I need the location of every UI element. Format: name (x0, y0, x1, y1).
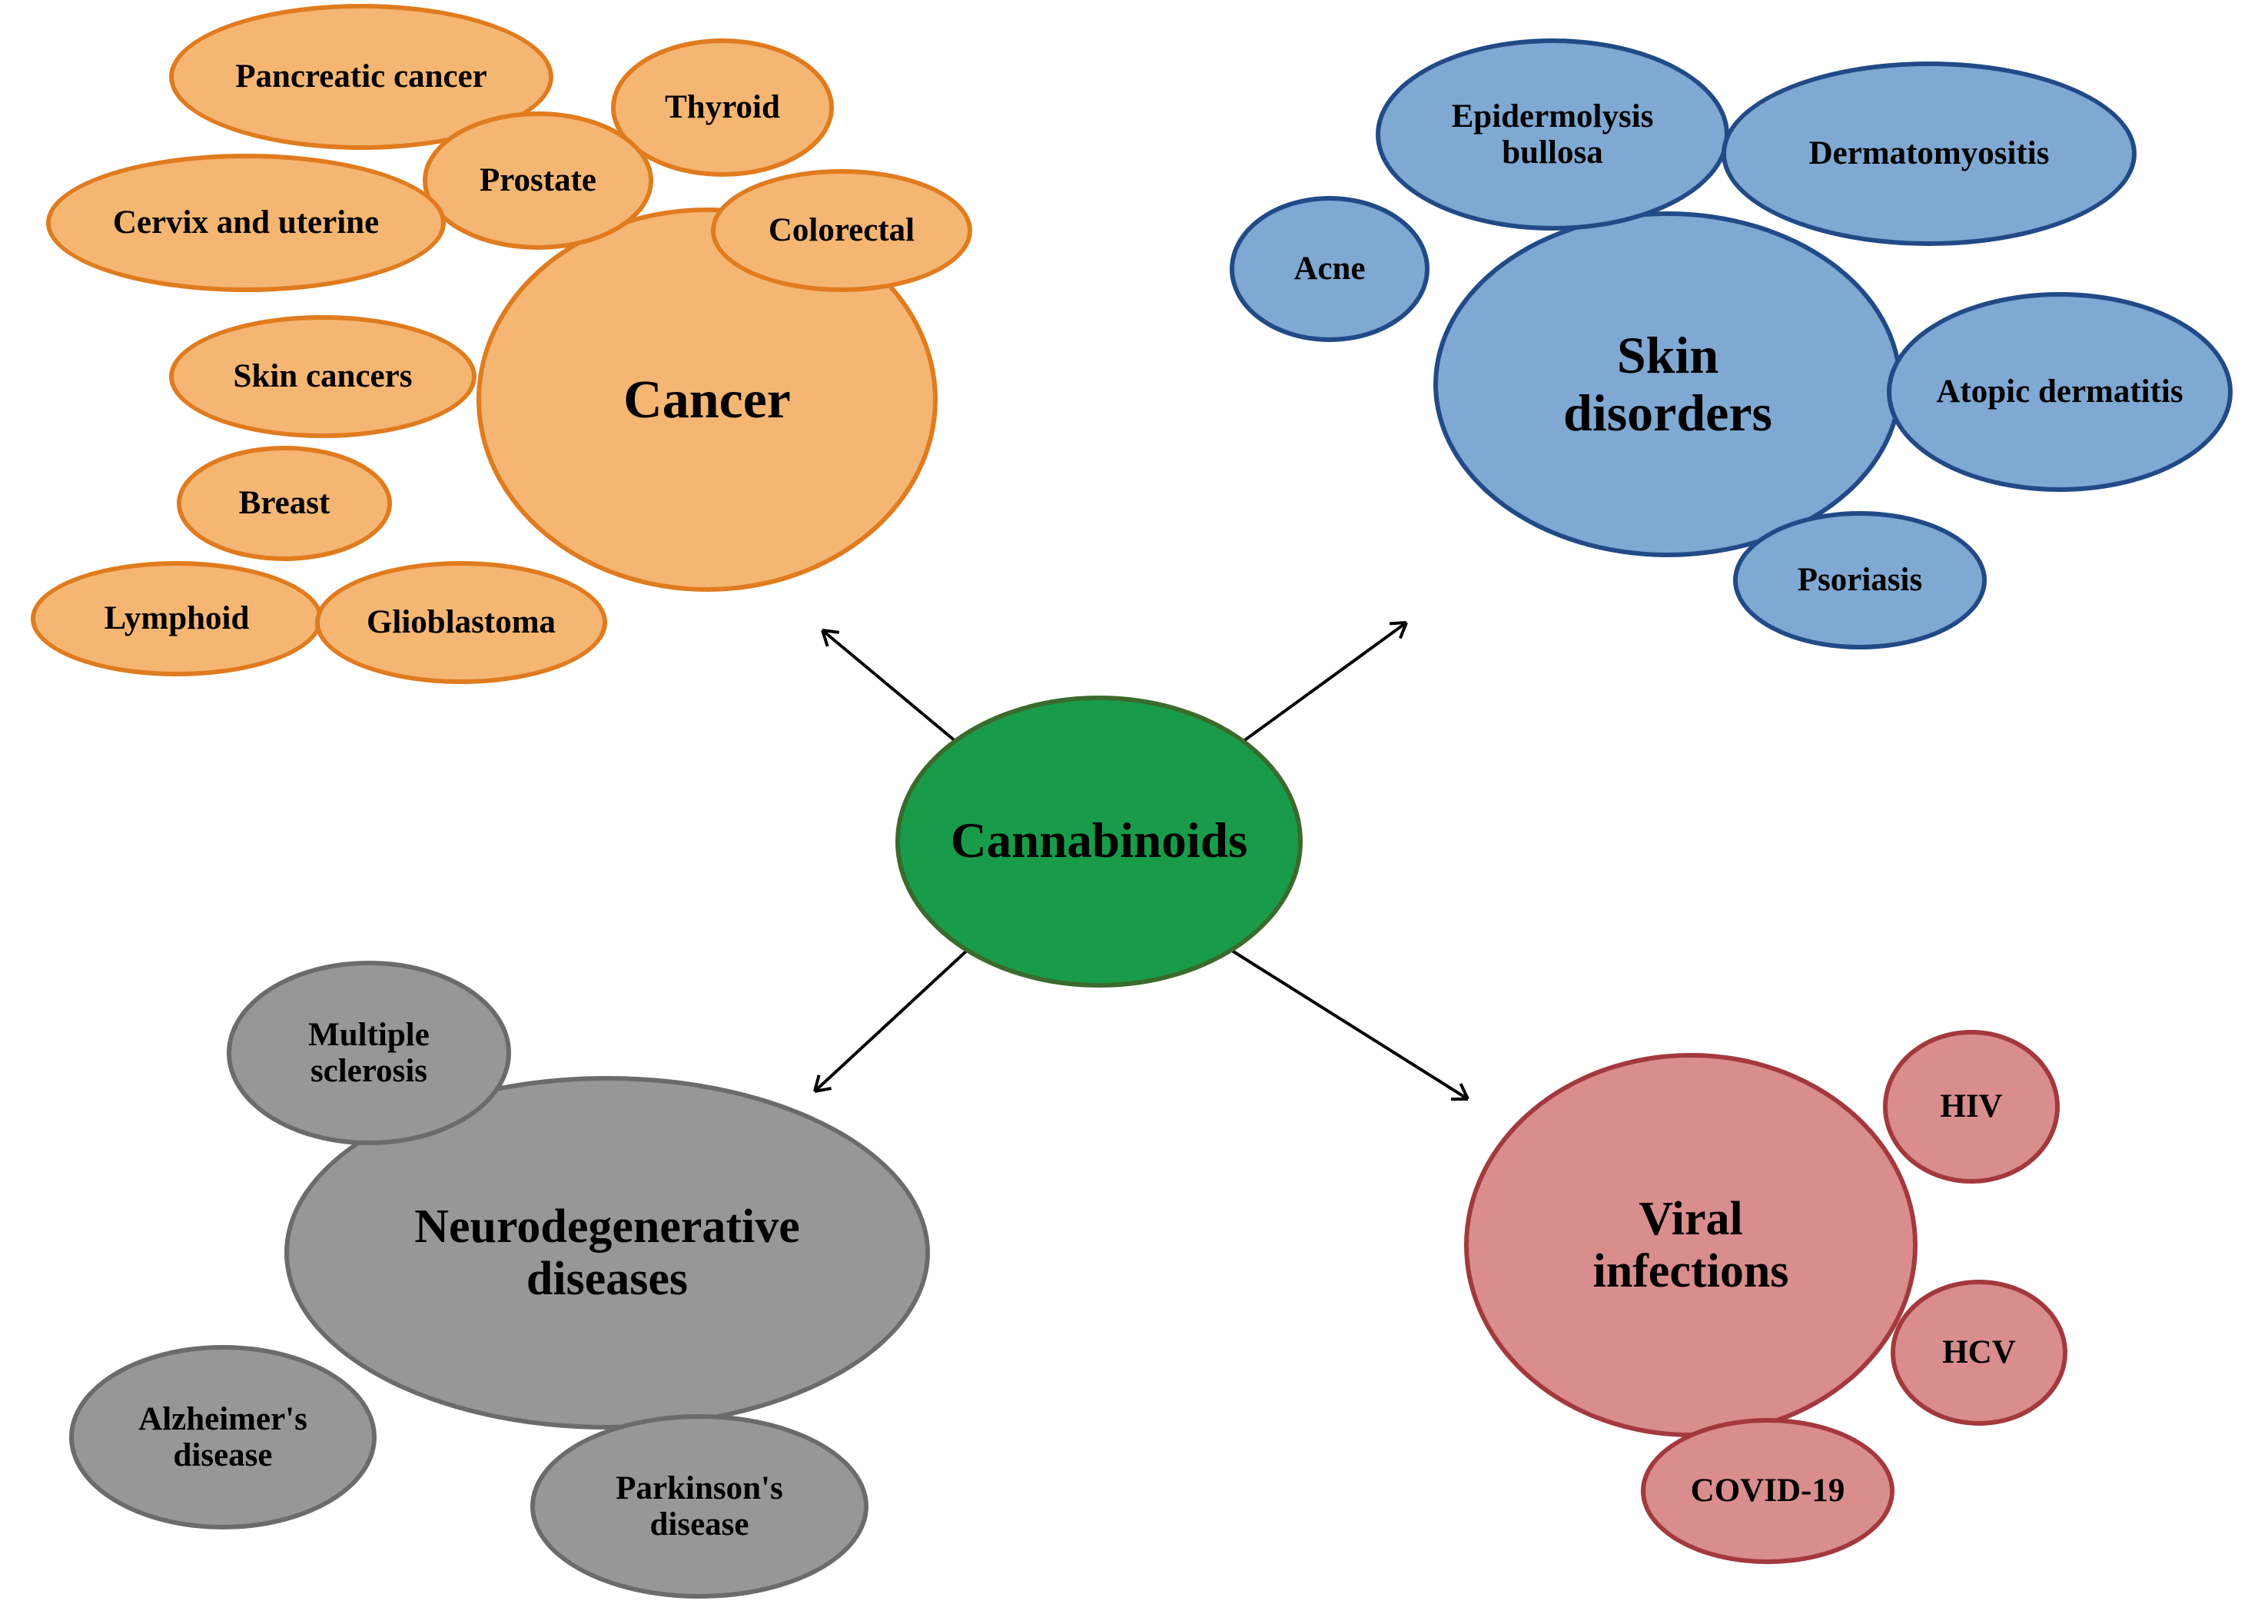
bubble-label-cancer-skin: Skin cancers (234, 358, 413, 394)
bubble-neuro-park: Parkinson'sdisease (530, 1414, 868, 1599)
bubble-skin-main: Skindisorders (1433, 211, 1902, 557)
bubble-label-viral-covid: COVID-19 (1691, 1473, 1845, 1509)
bubble-neuro-alz: Alzheimer'sdisease (69, 1345, 377, 1529)
bubble-label-cancer-pancreatic: Pancreatic cancer (235, 58, 487, 95)
bubble-label-viral-hcv: HCV (1942, 1334, 2016, 1370)
bubble-neuro-ms: Multiplesclerosis (227, 961, 511, 1145)
bubble-viral-covid: COVID-19 (1641, 1418, 1894, 1564)
bubble-cancer-cervix: Cervix and uterine (46, 154, 446, 292)
bubble-viral-main: Viralinfections (1464, 1053, 1918, 1437)
bubble-label-viral-hiv: HIV (1940, 1088, 2002, 1124)
bubble-label-viral-main: Viralinfections (1593, 1193, 1789, 1297)
bubble-label-neuro-main: Neurodegenerativediseases (414, 1201, 800, 1305)
bubble-cancer-breast: Breast (177, 446, 392, 561)
bubble-skin-acne: Acne (1230, 196, 1430, 342)
bubble-cancer-lymphoid: Lymphoid (31, 561, 323, 676)
bubble-label-skin-epidermolysis: Epidermolysisbullosa (1452, 98, 1654, 171)
bubble-label-center: Cannabinoids (951, 814, 1248, 869)
arrow-head-0-0 (822, 630, 839, 633)
arrow-line-0 (822, 630, 961, 746)
bubble-label-cancer-thyroid: Thyroid (665, 89, 780, 125)
diagram-canvas: Cannabinoids Cancer Pancreatic cancer Thyro… (0, 0, 2268, 1624)
bubble-skin-atopic: Atopic dermatitis (1887, 292, 2233, 492)
bubble-label-skin-atopic: Atopic dermatitis (1936, 374, 2183, 410)
bubble-viral-hiv: HIV (1883, 1030, 2060, 1184)
arrow-line-1 (1237, 623, 1406, 746)
bubble-label-cancer-main: Cancer (623, 370, 791, 430)
bubble-cancer-skin: Skin cancers (169, 315, 477, 438)
bubble-label-neuro-park: Parkinson'sdisease (616, 1470, 782, 1543)
bubble-skin-epidermolysis: Epidermolysisbullosa (1376, 38, 1729, 231)
bubble-label-skin-dermatomyositis: Dermatomyositis (1809, 135, 2050, 171)
arrow-head-2-0 (815, 1075, 819, 1091)
bubble-cancer-colorectal: Colorectal (711, 169, 972, 292)
bubble-skin-dermatomyositis: Dermatomyositis (1722, 61, 2137, 246)
bubble-label-skin-acne: Acne (1293, 251, 1365, 287)
bubble-label-skin-psoriasis: Psoriasis (1798, 562, 1922, 598)
bubble-label-neuro-alz: Alzheimer'sdisease (138, 1401, 307, 1474)
bubble-viral-hcv: HCV (1891, 1280, 2067, 1426)
bubble-label-cancer-prostate: Prostate (480, 162, 596, 198)
bubble-label-cancer-lymphoid: Lymphoid (105, 600, 250, 636)
bubble-label-cancer-cervix: Cervix and uterine (113, 204, 379, 241)
bubble-skin-psoriasis: Psoriasis (1733, 511, 1987, 649)
bubble-label-neuro-ms: Multiplesclerosis (308, 1017, 430, 1090)
arrow-head-0-1 (822, 630, 828, 646)
bubble-label-skin-main: Skindisorders (1563, 327, 1772, 442)
bubble-cancer-glioblastoma: Glioblastoma (315, 561, 607, 684)
arrow-line-2 (815, 949, 968, 1091)
arrow-line-3 (1230, 949, 1468, 1099)
bubble-label-cancer-breast: Breast (239, 485, 330, 521)
arrow-head-1-0 (1400, 623, 1406, 638)
bubble-cancer-prostate: Prostate (423, 111, 653, 250)
arrow-head-3-1 (1461, 1084, 1468, 1099)
bubble-label-cancer-colorectal: Colorectal (769, 212, 915, 248)
arrow-head-2-1 (815, 1088, 832, 1091)
bubble-center: Cannabinoids (895, 696, 1303, 988)
bubble-label-cancer-glioblastoma: Glioblastoma (367, 604, 556, 640)
